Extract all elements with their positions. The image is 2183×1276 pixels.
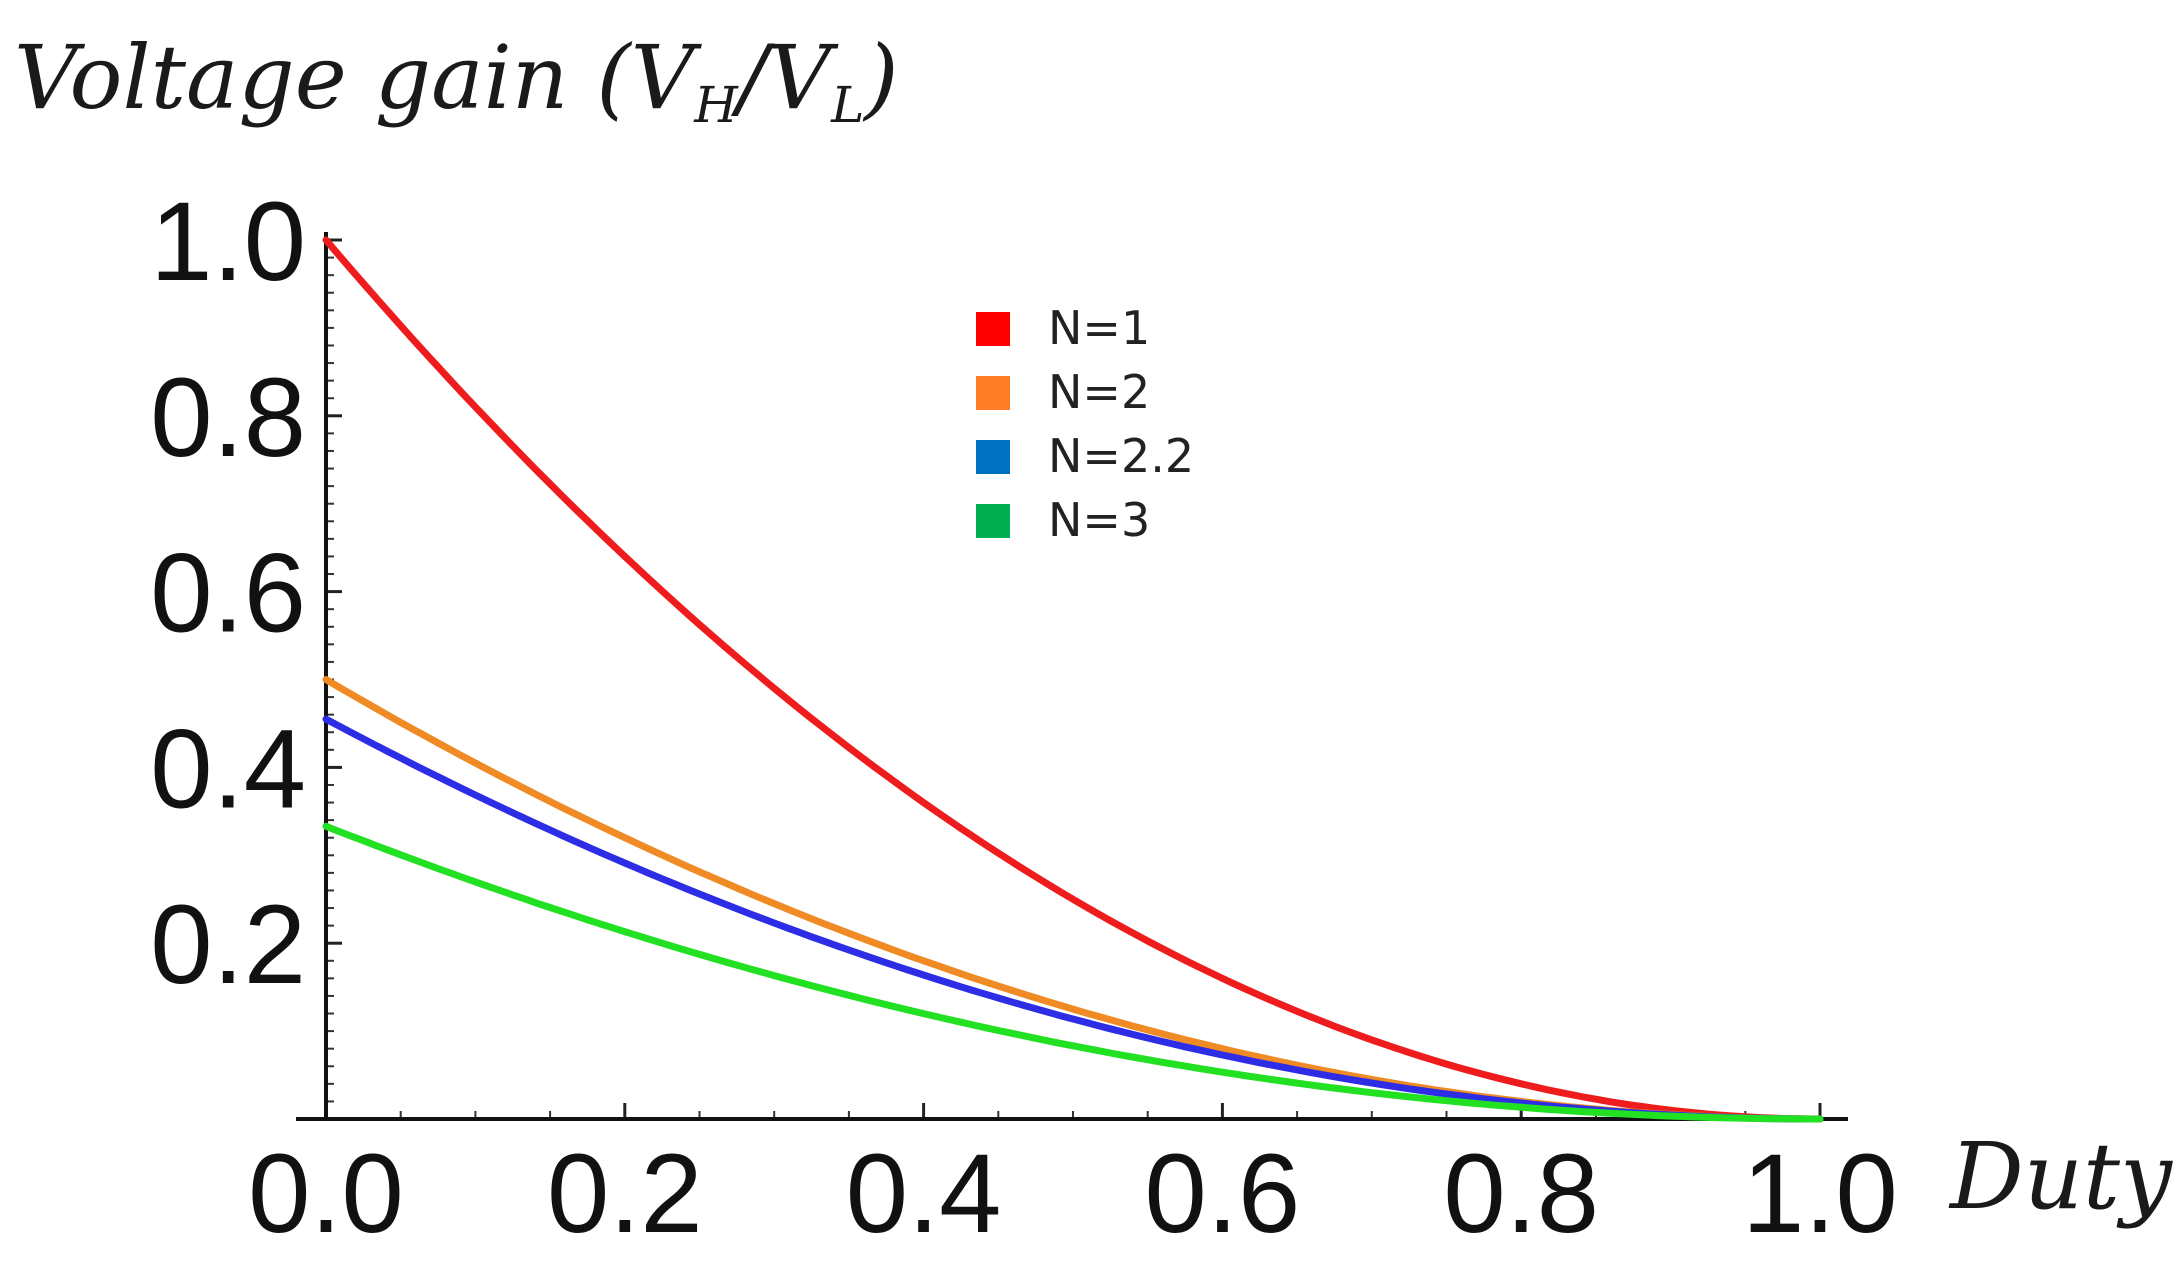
- legend-label: N=3: [1048, 493, 1150, 547]
- legend: N=1 N=2 N=2.2 N=3: [976, 301, 1194, 547]
- series-line-n-1: [322, 236, 1824, 1123]
- series-group: [322, 236, 1824, 1123]
- legend-label: N=1: [1048, 301, 1150, 355]
- series-line-n-2-2: [322, 715, 1824, 1123]
- y-tick-label: 0.6: [150, 531, 306, 656]
- y-tick-label: 0.4: [150, 706, 306, 831]
- y-axis-title-sub-l: L: [830, 76, 864, 134]
- legend-swatch: [976, 440, 1010, 474]
- x-tick-label: 0.0: [248, 1131, 404, 1256]
- y-axis-title: Voltage gain (VH/VL): [14, 26, 899, 134]
- y-axis-title-main: Voltage gain (V: [14, 26, 703, 129]
- x-tick-label: 0.2: [547, 1131, 703, 1256]
- x-tick-label: 0.4: [846, 1131, 1002, 1256]
- y-tick-label: 0.8: [150, 355, 306, 480]
- legend-label: N=2: [1048, 365, 1150, 419]
- y-tick-label: 0.2: [150, 882, 306, 1007]
- legend-label: N=2.2: [1048, 429, 1194, 483]
- y-axis-title-sub-h: H: [693, 76, 739, 134]
- legend-swatch: [976, 376, 1010, 410]
- y-axis-title-slash: /V: [731, 26, 840, 129]
- y-axis-title-close: ): [862, 26, 898, 129]
- x-tick-labels: 0.0 0.2 0.4 0.6 0.8 1.0: [248, 1131, 1898, 1256]
- minor-ticks: [326, 256, 1747, 1119]
- y-tick-labels: 0.2 0.4 0.6 0.8 1.0: [150, 179, 306, 1007]
- x-axis-title: Duty: [1948, 1123, 2173, 1230]
- legend-swatch: [976, 312, 1010, 346]
- legend-swatch: [976, 504, 1010, 538]
- y-tick-label: 1.0: [150, 179, 306, 304]
- x-tick-label: 1.0: [1742, 1131, 1898, 1256]
- x-tick-label: 0.8: [1443, 1131, 1599, 1256]
- x-tick-label: 0.6: [1145, 1131, 1301, 1256]
- series-line-n-3: [322, 822, 1824, 1123]
